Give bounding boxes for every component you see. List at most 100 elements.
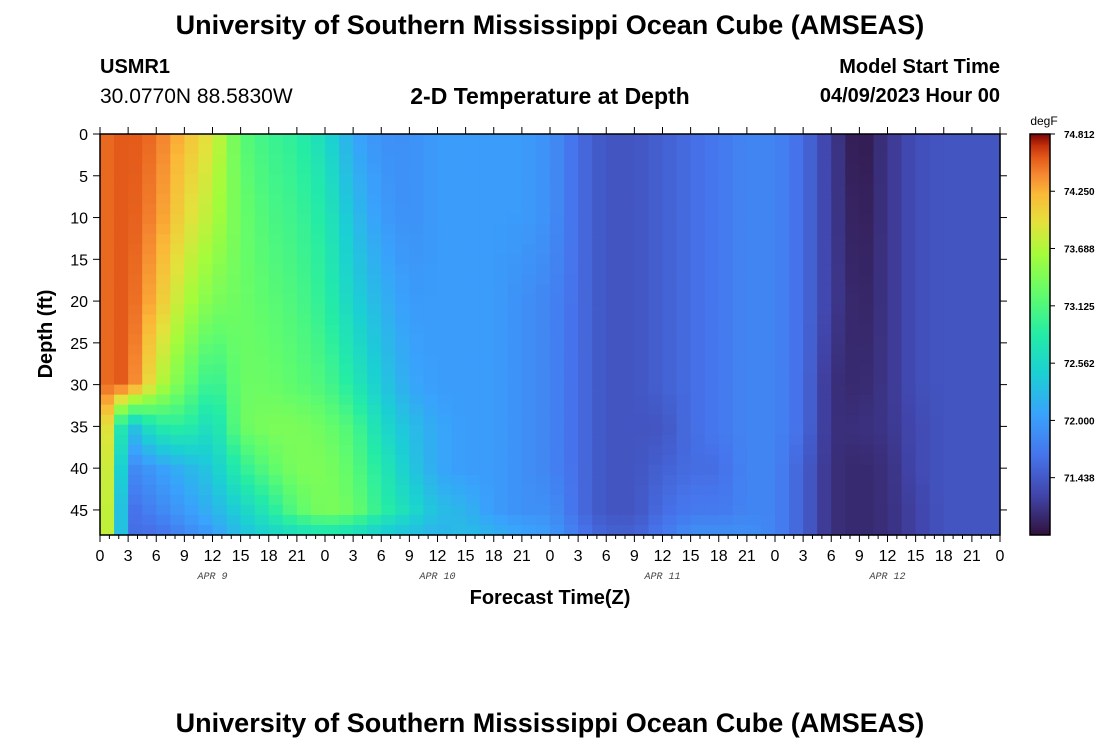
heatmap-cell (493, 194, 509, 205)
heatmap-cell (929, 364, 945, 376)
heatmap-cell (296, 324, 312, 336)
heatmap-cell (353, 524, 368, 536)
heatmap-cell (817, 484, 832, 496)
heatmap-cell (971, 304, 987, 316)
heatmap-cell (592, 394, 607, 406)
heatmap-cell (620, 474, 635, 486)
heatmap-cell (901, 224, 917, 235)
heatmap-cell (100, 314, 115, 326)
heatmap-cell (550, 204, 565, 215)
heatmap-cell (381, 274, 396, 285)
heatmap-cell (367, 504, 382, 516)
heatmap-cell (957, 414, 973, 426)
heatmap-cell (915, 364, 931, 376)
heatmap-cell (437, 424, 453, 436)
heatmap-cell (198, 354, 214, 366)
heatmap-cell (353, 384, 368, 396)
heatmap-cell (859, 194, 875, 205)
heatmap-cell (156, 404, 171, 416)
colorbar: degF 74.81274.25073.68873.12572.56272.00… (1029, 114, 1095, 536)
heatmap-cell (929, 184, 945, 195)
heatmap-cell (929, 344, 945, 356)
heatmap-cell (662, 224, 678, 235)
heatmap-cell (226, 184, 242, 195)
heatmap-cell (114, 464, 129, 476)
heatmap-cell (282, 424, 298, 436)
heatmap-cell (592, 214, 607, 225)
heatmap-cell (423, 384, 439, 396)
heatmap-cell (325, 274, 340, 285)
heatmap-cell (550, 314, 565, 326)
heatmap-cell (915, 454, 931, 466)
heatmap-cell (943, 244, 959, 255)
heatmap-cell (943, 444, 959, 456)
heatmap-cell (170, 514, 185, 526)
heatmap-cell (746, 234, 762, 245)
heatmap-cell (578, 504, 593, 516)
heatmap-cell (451, 354, 467, 366)
heatmap-cell (887, 384, 903, 396)
heatmap-cell (578, 454, 593, 466)
heatmap-cell (184, 324, 200, 336)
heatmap-cell (521, 214, 537, 225)
heatmap-cell (423, 284, 439, 295)
heatmap-cell (100, 414, 115, 426)
heatmap-cell (339, 414, 354, 426)
heatmap-cell (845, 434, 860, 446)
heatmap-cell (409, 304, 425, 316)
heatmap-cell (114, 214, 129, 225)
heatmap-cell (760, 484, 776, 496)
heatmap-cell (662, 514, 678, 526)
heatmap-cell (550, 484, 565, 496)
heatmap-cell (170, 474, 185, 486)
colorbar-tick-label: 72.562 (1064, 359, 1095, 370)
heatmap-cell (985, 444, 1001, 456)
heatmap-cell (971, 334, 987, 346)
heatmap-cell (310, 454, 326, 466)
heatmap-cell (817, 344, 832, 356)
heatmap-cell (493, 244, 509, 255)
heatmap-cell (156, 444, 171, 456)
heatmap-cell (423, 294, 439, 306)
heatmap-cell (198, 184, 214, 195)
heatmap-cell (789, 434, 804, 446)
heatmap-cell (985, 294, 1001, 306)
heatmap-cell (479, 204, 495, 215)
heatmap-cell (648, 224, 664, 235)
heatmap-cell (662, 474, 678, 486)
heatmap-cell (325, 134, 340, 145)
heatmap-cell (339, 504, 354, 516)
heatmap-cell (620, 224, 635, 235)
heatmap-cell (212, 304, 228, 316)
heatmap-cell (957, 354, 973, 366)
heatmap-cell (915, 504, 931, 516)
heatmap-cell (100, 164, 115, 175)
heatmap-cell (634, 424, 650, 436)
heatmap-cell (985, 484, 1001, 496)
heatmap-cell (971, 324, 987, 336)
heatmap-cell (170, 444, 185, 456)
heatmap-cell (831, 274, 846, 285)
heatmap-cell (451, 234, 467, 245)
heatmap-cell (620, 304, 635, 316)
heatmap-cell (142, 164, 157, 175)
heatmap-cell (718, 254, 734, 265)
heatmap-cell (409, 144, 425, 155)
heatmap-cell (550, 284, 565, 295)
heatmap-cell (578, 354, 593, 366)
heatmap-cell (339, 324, 354, 336)
heatmap-cell (817, 214, 832, 225)
heatmap-cell (887, 164, 903, 175)
heatmap-cell (465, 394, 481, 406)
heatmap-cell (507, 374, 523, 386)
heatmap-cell (901, 354, 917, 366)
heatmap-cell (367, 164, 382, 175)
heatmap-cell (887, 254, 903, 265)
heatmap-cell (156, 504, 171, 516)
heatmap-cell (760, 514, 776, 526)
heatmap-cell (943, 214, 959, 225)
heatmap-cell (676, 194, 692, 205)
heatmap-cell (564, 434, 579, 446)
heatmap-cell (114, 344, 129, 356)
heatmap-cell (775, 184, 790, 195)
